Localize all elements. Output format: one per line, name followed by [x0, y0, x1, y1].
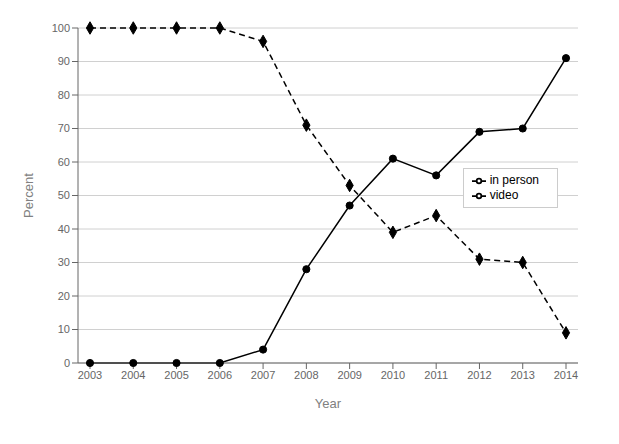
svg-text:100: 100 — [52, 22, 70, 34]
svg-text:Percent: Percent — [21, 173, 36, 218]
svg-text:60: 60 — [58, 156, 70, 168]
svg-text:2012: 2012 — [467, 369, 491, 381]
svg-text:2004: 2004 — [121, 369, 145, 381]
svg-text:10: 10 — [58, 323, 70, 335]
svg-text:2008: 2008 — [294, 369, 318, 381]
svg-text:2013: 2013 — [510, 369, 534, 381]
svg-text:2005: 2005 — [164, 369, 188, 381]
svg-text:2007: 2007 — [251, 369, 275, 381]
svg-text:2006: 2006 — [208, 369, 232, 381]
svg-text:Year: Year — [315, 396, 342, 411]
html-text:in person: in person — [489, 173, 539, 187]
svg-text:90: 90 — [58, 55, 70, 67]
svg-text:30: 30 — [58, 256, 70, 268]
svg-text:2014: 2014 — [554, 369, 578, 381]
svg-text:2009: 2009 — [337, 369, 361, 381]
svg-text:40: 40 — [58, 223, 70, 235]
svg-text:2011: 2011 — [424, 369, 448, 381]
svg-text:0: 0 — [64, 357, 70, 369]
html-text:video: video — [489, 187, 519, 202]
svg-text:80: 80 — [58, 89, 70, 101]
svg-text:70: 70 — [58, 122, 70, 134]
svg-text:2003: 2003 — [78, 369, 102, 381]
svg-text:2010: 2010 — [381, 369, 405, 381]
svg-text:50: 50 — [58, 189, 70, 201]
svg-text:20: 20 — [58, 290, 70, 302]
